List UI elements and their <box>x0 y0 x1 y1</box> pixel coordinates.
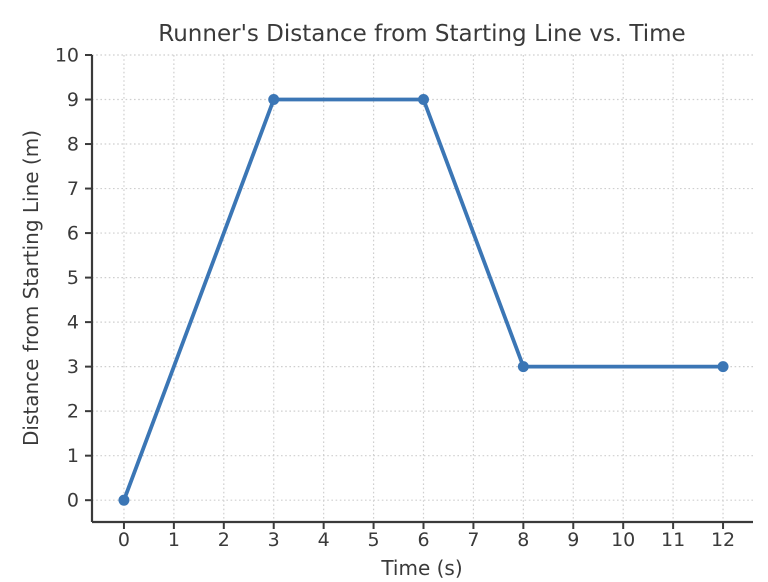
y-tick-label: 9 <box>67 89 79 111</box>
x-tick-label: 5 <box>368 529 380 551</box>
x-tick-label: 11 <box>661 529 685 551</box>
y-tick-label: 6 <box>67 223 79 245</box>
x-tick-label: 10 <box>611 529 635 551</box>
y-tick-label: 7 <box>67 178 79 200</box>
y-tick-label: 10 <box>55 45 79 67</box>
data-point-marker <box>268 94 280 106</box>
x-tick-label: 4 <box>318 529 330 551</box>
chart-title: Runner's Distance from Starting Line vs.… <box>158 21 685 47</box>
x-tick-label: 6 <box>417 529 429 551</box>
x-tick-label: 12 <box>711 529 735 551</box>
y-tick-label: 5 <box>67 267 79 289</box>
data-point-marker <box>717 361 729 373</box>
x-tick-label: 0 <box>118 529 130 551</box>
axis-tick-marks <box>85 54 725 529</box>
data-point-marker <box>517 361 529 373</box>
data-point-marker <box>417 94 429 106</box>
x-tick-label: 7 <box>467 529 479 551</box>
y-axis-label: Distance from Starting Line (m) <box>19 130 43 446</box>
x-tick-labels: 0 1 2 3 4 5 6 7 8 9 10 11 12 <box>118 529 735 551</box>
x-tick-label: 9 <box>567 529 579 551</box>
data-series-line <box>118 94 729 506</box>
x-tick-label: 1 <box>168 529 180 551</box>
y-tick-label: 4 <box>67 312 79 334</box>
x-axis-label: Time (s) <box>380 556 462 580</box>
y-tick-label: 2 <box>67 401 79 423</box>
y-tick-label: 8 <box>67 134 79 156</box>
y-tick-labels: 0 1 2 3 4 5 6 7 8 9 10 <box>55 45 79 512</box>
y-tick-label: 1 <box>67 445 79 467</box>
y-tick-label: 3 <box>67 356 79 378</box>
grid-lines <box>92 54 753 522</box>
axis-spines <box>90 55 753 524</box>
x-tick-label: 2 <box>218 529 230 551</box>
x-tick-label: 3 <box>268 529 280 551</box>
data-point-marker <box>118 494 130 506</box>
x-tick-label: 8 <box>517 529 529 551</box>
y-tick-label: 0 <box>67 490 79 512</box>
